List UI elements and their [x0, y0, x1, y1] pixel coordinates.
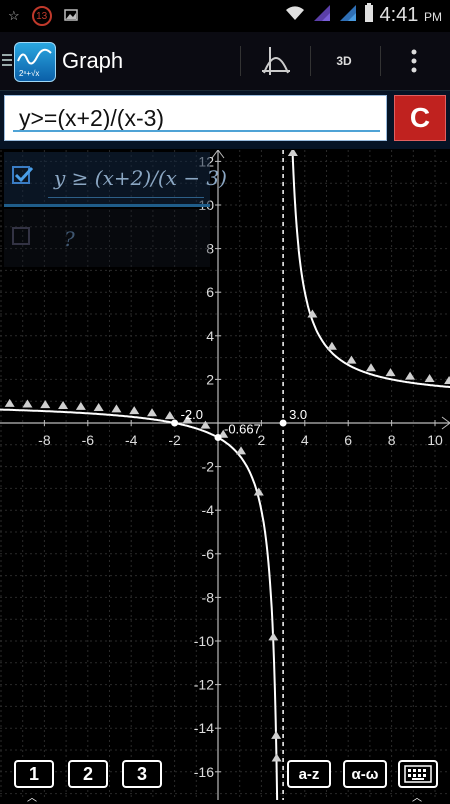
image-icon — [63, 8, 78, 24]
shading-marker — [236, 446, 247, 455]
divider — [380, 46, 381, 76]
y-tick-label: -16 — [194, 764, 214, 780]
x-tick-label: 2 — [258, 432, 266, 448]
svg-text:2ⁿ+√x: 2ⁿ+√x — [19, 69, 39, 78]
x-axis-arrow — [441, 416, 450, 430]
function-plot-icon[interactable] — [254, 40, 298, 82]
y-axis-arrow — [211, 150, 225, 159]
shading-marker — [346, 355, 357, 364]
shading-marker — [200, 420, 211, 429]
3d-button[interactable]: 3D — [336, 54, 352, 68]
checkmark-icon — [14, 166, 34, 183]
formula-text: y>=(x+2)/(x-3) — [19, 105, 165, 131]
status-bar: ☆ 13 4:41 PM — [0, 0, 450, 32]
y-tick-label: 2 — [206, 371, 214, 387]
keyboard-icon[interactable] — [398, 760, 438, 788]
y-tick-label: -10 — [194, 633, 214, 649]
shading-marker — [365, 363, 376, 372]
shading-marker — [22, 399, 33, 408]
x-tick-label: -2 — [168, 432, 181, 448]
shading-marker — [75, 401, 86, 410]
formula-input[interactable]: y>=(x+2)/(x-3) — [4, 95, 387, 141]
equation-2-checkbox[interactable] — [12, 227, 30, 245]
divider — [240, 46, 241, 76]
equation-1-checkbox[interactable] — [12, 166, 34, 184]
shading-marker — [268, 632, 279, 641]
equation-1-text: y ≥ (x+2)/(x − 3) — [54, 166, 227, 190]
equation-1-underline — [48, 197, 204, 198]
expand-caret-icon: ︿ — [27, 793, 37, 804]
shading-marker — [40, 400, 51, 409]
equation-row-2[interactable]: ? — [4, 209, 210, 267]
shading-marker — [111, 404, 122, 413]
alpha-keys-button[interactable]: a-z — [287, 760, 331, 788]
shading-marker — [147, 408, 158, 417]
x-intercept-point — [171, 419, 179, 427]
y-tick-label: 4 — [206, 328, 214, 344]
x-tick-label: 8 — [388, 432, 396, 448]
graph-app-icon[interactable]: 2ⁿ+√x — [14, 42, 56, 82]
y-intercept-point — [214, 434, 222, 442]
shading-marker — [307, 309, 318, 318]
y-intercept-point-label: -0.667 — [224, 422, 261, 437]
asymptote-point — [279, 419, 287, 427]
clock: 4:41 PM — [379, 4, 443, 26]
formula-bar: y>=(x+2)/(x-3) C — [0, 91, 450, 149]
x-tick-label: -4 — [125, 432, 138, 448]
y-tick-label: -2 — [202, 459, 215, 475]
shading-marker — [424, 374, 435, 383]
clear-button[interactable]: C — [394, 95, 446, 141]
shading-marker — [129, 406, 140, 415]
shading-marker — [4, 398, 15, 407]
battery-icon — [364, 3, 374, 28]
keypad-2-button[interactable]: 2 — [68, 760, 108, 788]
y-tick-label: -8 — [202, 589, 215, 605]
shading-marker — [287, 150, 298, 156]
notification-badge: 13 — [31, 6, 52, 26]
shading-marker — [271, 753, 282, 762]
shading-marker — [405, 371, 416, 380]
y-tick-label: -6 — [202, 546, 215, 562]
shading-marker — [253, 487, 264, 496]
equation-panel: y ≥ (x+2)/(x − 3) ? — [4, 152, 227, 267]
signal-icon-1 — [312, 3, 332, 28]
shading-marker — [58, 400, 69, 409]
wifi-icon — [284, 4, 306, 27]
shading-marker — [444, 375, 450, 384]
input-underline — [13, 130, 380, 132]
x-tick-label: 4 — [301, 432, 309, 448]
y-tick-label: -4 — [202, 502, 215, 518]
y-tick-label: -14 — [194, 720, 214, 736]
x-tick-label: 10 — [427, 432, 443, 448]
divider — [310, 46, 311, 76]
graph-canvas[interactable]: -8-6-4-224681012108642-2-4-6-8-10-12-14-… — [0, 150, 450, 800]
app-bar: 2ⁿ+√x Graph 3D — [0, 32, 450, 91]
shading-marker — [271, 730, 282, 739]
asymptote-point-label: 3.0 — [289, 407, 307, 422]
shading-marker — [93, 403, 104, 412]
app-title: Graph — [62, 48, 124, 73]
x-tick-label: -6 — [82, 432, 95, 448]
shading-marker — [182, 414, 193, 423]
shading-marker — [164, 411, 175, 420]
menu-icon[interactable] — [2, 54, 12, 69]
y-tick-label: 6 — [206, 284, 214, 300]
shading-marker — [326, 341, 337, 350]
equation-2-text: ? — [64, 227, 75, 251]
greek-keys-button[interactable]: α-ω — [343, 760, 387, 788]
x-tick-label: -8 — [38, 432, 51, 448]
keypad-3-button[interactable]: 3 — [122, 760, 162, 788]
overflow-menu-icon[interactable] — [396, 40, 432, 82]
function-curve-left — [0, 408, 279, 800]
expand-caret-icon: ︿ — [412, 793, 422, 804]
y-tick-label: -12 — [194, 677, 214, 693]
equation-row-1[interactable]: y ≥ (x+2)/(x − 3) — [4, 152, 227, 207]
signal-icon-2 — [338, 3, 358, 28]
keypad-1-button[interactable]: 1 — [14, 760, 54, 788]
x-intercept-point-label: -2.0 — [181, 407, 203, 422]
x-tick-label: 6 — [344, 432, 352, 448]
shading-marker — [385, 368, 396, 377]
y-tick-label: 8 — [206, 241, 214, 257]
star-icon: ☆ — [8, 8, 20, 23]
